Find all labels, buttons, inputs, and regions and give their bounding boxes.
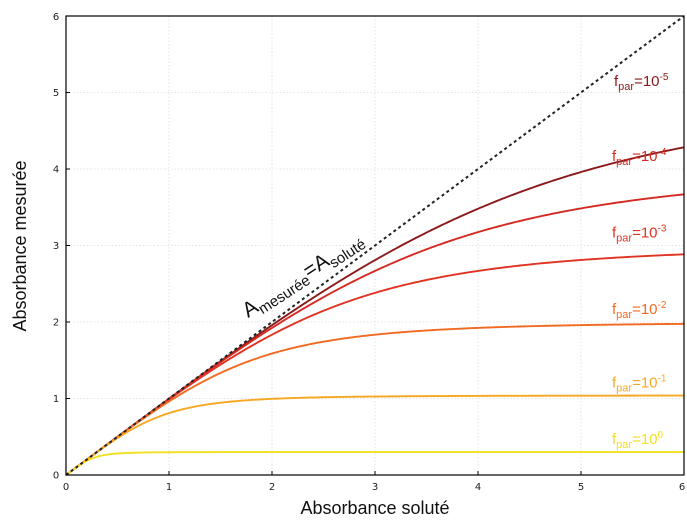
series-label-part: -2	[658, 300, 667, 311]
y-tick-label: 2	[53, 318, 59, 329]
series-label-part: f	[612, 148, 617, 165]
series-line	[65, 322, 685, 476]
series-label: fpar=10-5	[614, 72, 669, 93]
x-tick-label: 5	[578, 482, 584, 493]
series-label-part: -3	[658, 224, 667, 235]
series-label-part: =10	[632, 374, 657, 391]
series-label-part: =10	[632, 148, 657, 165]
series-labels: fpar=10-5fpar=10-4fpar=10-3fpar=10-2fpar…	[612, 72, 669, 451]
y-axis-label: Absorbance mesurée	[10, 160, 30, 331]
x-tick-label: 3	[372, 482, 378, 493]
series-label-part: f	[612, 374, 617, 391]
series-label: fpar=10-1	[612, 373, 667, 394]
y-tick-label: 3	[53, 241, 59, 252]
series-label-part: f	[612, 301, 617, 318]
diagonal-line	[65, 15, 685, 476]
y-tick-label: 5	[53, 88, 59, 99]
series-label: fpar=100	[612, 430, 664, 451]
plot-frame	[65, 15, 685, 476]
series-line	[65, 394, 684, 476]
series-label-part: =10	[632, 431, 657, 448]
series-label-part: =10	[632, 225, 657, 242]
series-label-part: par	[616, 156, 632, 168]
series-label: fpar=10-3	[612, 224, 667, 245]
series-line	[65, 253, 685, 476]
curves	[65, 15, 685, 476]
series-label-part: par	[616, 233, 632, 245]
series-label-part: par	[616, 309, 632, 321]
series-label-part: =10	[632, 301, 657, 318]
y-tick-label: 4	[53, 165, 59, 176]
series-label-part: =10	[634, 73, 659, 90]
series-label: fpar=10-4	[612, 147, 667, 168]
series-label: fpar=10-2	[612, 300, 667, 321]
series-label-part: par	[618, 81, 634, 93]
series-line	[65, 451, 684, 476]
y-tick-label: 1	[53, 394, 59, 405]
series-label-part: par	[616, 439, 632, 451]
y-tick-label: 0	[53, 471, 59, 482]
diagonal-label-sub1: mesurée	[255, 272, 313, 318]
series-label-part: -5	[660, 72, 669, 83]
x-axis-label: Absorbance soluté	[300, 498, 449, 518]
series-label-part: par	[616, 382, 632, 394]
series-label-part: f	[612, 225, 617, 242]
x-tick-label: 0	[63, 482, 69, 493]
x-tick-label: 2	[269, 482, 275, 493]
x-tick-label: 1	[166, 482, 172, 493]
series-label-part: f	[614, 73, 619, 90]
ticks: 0 1 2 3 4 5 6 0 1 2 3 4 5 6	[53, 12, 685, 493]
x-tick-label: 6	[679, 482, 685, 493]
x-tick-label: 4	[475, 482, 481, 493]
series-label-part: -4	[658, 147, 667, 158]
diagonal-label: Amesurée=Asoluté	[238, 227, 369, 325]
y-tick-label: 6	[53, 12, 59, 23]
series-label-part: -1	[658, 373, 667, 384]
series-label-part: 0	[658, 430, 664, 441]
series-label-part: f	[612, 431, 617, 448]
